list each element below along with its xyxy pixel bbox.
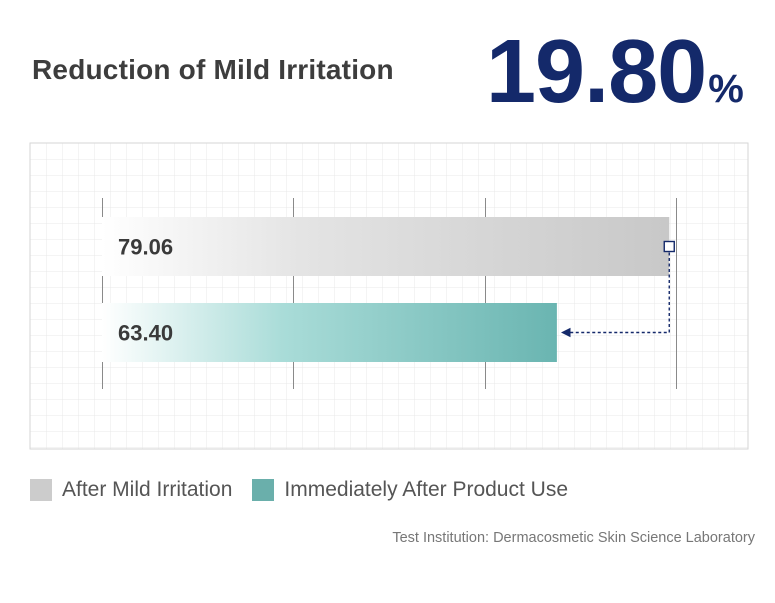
legend: After Mild Irritation Immediately After … bbox=[30, 478, 588, 502]
bar-after-mild-irritation bbox=[102, 217, 670, 276]
dashed-arrow bbox=[560, 252, 670, 338]
legend-label: After Mild Irritation bbox=[62, 478, 233, 501]
bar-immediately-after-product-use bbox=[102, 303, 557, 362]
value-label: 79.06 bbox=[118, 235, 173, 260]
bar-chart: 79.06 63.40 bbox=[29, 142, 749, 450]
anchor-square-icon bbox=[663, 240, 675, 253]
legend-swatch bbox=[30, 479, 52, 501]
plot-background bbox=[29, 142, 749, 450]
value-labels: 79.06 63.40 bbox=[118, 235, 173, 346]
legend-item-after-product-use: Immediately After Product Use bbox=[252, 478, 568, 502]
value-label: 63.40 bbox=[118, 321, 173, 346]
chart-title: Reduction of Mild Irritation bbox=[32, 54, 394, 85]
reduction-value: 19.80 bbox=[486, 22, 707, 122]
difference-connector bbox=[560, 240, 675, 338]
bars bbox=[102, 217, 670, 362]
legend-item-after-mild-irritation: After Mild Irritation bbox=[30, 478, 232, 502]
reduction-percentage: 19.80 % bbox=[486, 22, 744, 122]
source-note: Test Institution: Dermacosmetic Skin Sci… bbox=[392, 530, 755, 546]
reduction-unit: % bbox=[708, 67, 744, 111]
legend-label: Immediately After Product Use bbox=[284, 478, 569, 501]
legend-swatch bbox=[252, 479, 275, 501]
